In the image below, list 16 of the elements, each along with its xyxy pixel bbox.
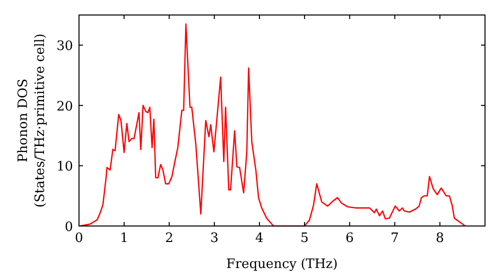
x-tick-label: 8 xyxy=(436,231,444,246)
x-tick-label: 3 xyxy=(210,231,218,246)
x-tick-label: 2 xyxy=(165,231,174,246)
y-tick-label: 20 xyxy=(56,99,73,114)
x-tick-label: 7 xyxy=(390,231,399,246)
y-tick-label: 30 xyxy=(56,39,73,54)
x-tick-label: 0 xyxy=(74,231,84,246)
x-tick-label: 4 xyxy=(255,231,264,246)
x-axis-title: Frequency (THz) xyxy=(226,257,338,272)
y-tick-label: 10 xyxy=(56,160,73,175)
y-axis-title: Phonon DOS (States/THz·primitive cell) xyxy=(16,33,48,208)
line-series xyxy=(79,23,466,227)
x-tick-label: 1 xyxy=(120,231,128,246)
x-tick-label: 5 xyxy=(300,231,309,246)
x-tick-label: 6 xyxy=(346,231,354,246)
y-tick-label: 0 xyxy=(64,220,73,235)
